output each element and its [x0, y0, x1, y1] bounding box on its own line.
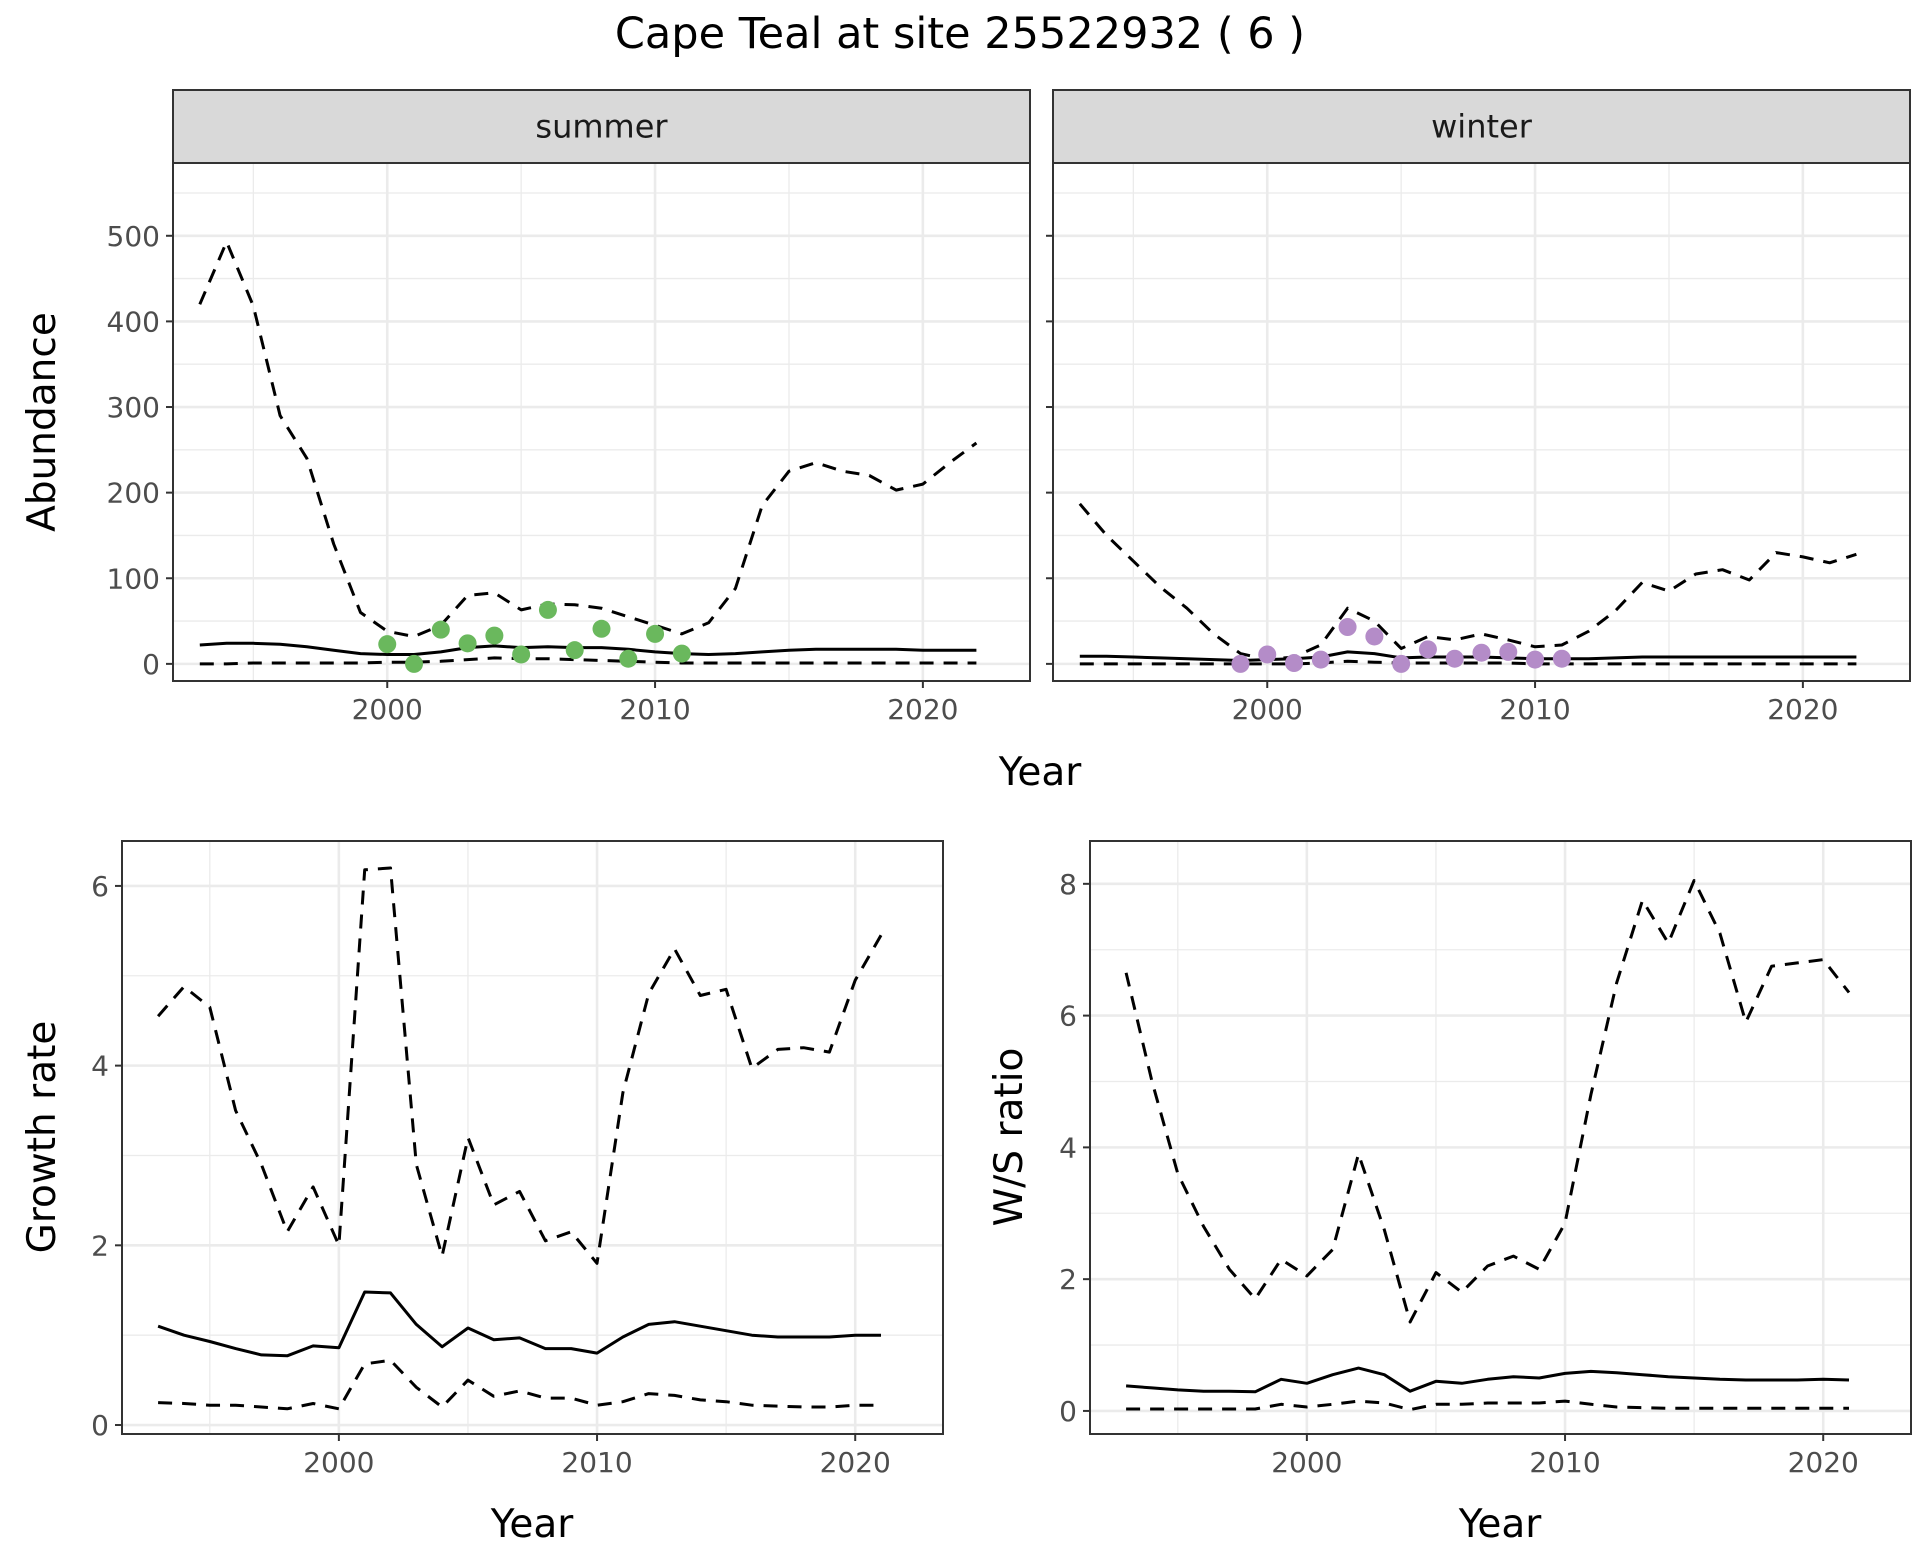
- growth-series-line-2-solid: [157, 1290, 881, 1358]
- summer-y-axis-title: Abundance: [20, 312, 65, 532]
- winter-facet-label: winter: [1431, 108, 1533, 146]
- growth-plot-area: [122, 841, 943, 1434]
- panel-summer-abundance: summer 2000 2010 2020 0 100 200 300 400 500 Abunda…: [20, 89, 1031, 726]
- growth-y-tick-label: 0: [91, 1409, 109, 1442]
- growth-x-tick-label: 2000: [303, 1446, 374, 1479]
- ws_ratio-y-tick-label: 0: [1059, 1395, 1077, 1428]
- summer-y-tick-label: 300: [107, 391, 160, 424]
- growth-x-tick-label: 2020: [820, 1446, 891, 1479]
- ws_ratio-y-tick-label: 4: [1059, 1131, 1077, 1164]
- winter-facet-strip: [1052, 89, 1911, 164]
- winter-data-point: [1365, 627, 1384, 646]
- winter-data-point: [1526, 650, 1545, 669]
- summer-data-point: [485, 626, 504, 645]
- growth-x-tick-label: 2010: [561, 1446, 632, 1479]
- ws_ratio-x-tick-label: 2000: [1271, 1446, 1342, 1479]
- summer-data-point: [565, 641, 584, 660]
- growth-y-axis-title: Growth rate: [20, 1021, 65, 1254]
- growth-panel-border: [121, 840, 944, 1435]
- summer-y-tick-label: 200: [107, 477, 160, 510]
- summer-x-tick-label: 2020: [887, 693, 958, 726]
- winter-data-point: [1231, 654, 1250, 673]
- ws_ratio-series-line-3-dashed: [1126, 1399, 1849, 1412]
- summer-series-line-1-dashed: [198, 240, 978, 638]
- shared-x-axis-title: Year: [998, 750, 1083, 795]
- ws_ratio-y-axis-title: W/S ratio: [987, 1048, 1032, 1227]
- ws_ratio-panel-border: [1089, 840, 1912, 1435]
- growth-y-tick-label: 2: [91, 1229, 109, 1262]
- summer-data-point: [646, 624, 665, 643]
- summer-plot-area: [173, 163, 1030, 681]
- panel-ws-ratio: 2000 2010 2020 0 2 4 6 8 W/S ratio Year: [987, 840, 1912, 1547]
- winter-series-line-3-dashed: [1079, 659, 1857, 666]
- growth-y-tick-label: 4: [91, 1050, 109, 1083]
- summer-data-point: [672, 644, 691, 663]
- summer-data-point: [512, 645, 531, 664]
- ws_ratio-x-tick-label: 2010: [1529, 1446, 1600, 1479]
- ws_ratio-y-tick-label: 2: [1059, 1263, 1077, 1296]
- winter-x-tick-label: 2000: [1232, 693, 1303, 726]
- summer-data-point: [538, 600, 557, 619]
- summer-y-tick-label: 0: [142, 648, 160, 681]
- summer-facet-label: summer: [535, 108, 668, 146]
- growth-x-axis-title: Year: [490, 1502, 575, 1547]
- ws_ratio-series-line-2-solid: [1125, 1366, 1850, 1394]
- ws_ratio-series-line-1-dashed: [1124, 879, 1851, 1324]
- winter-data-point: [1499, 642, 1518, 661]
- growth-y-tick-label: 6: [91, 870, 109, 903]
- winter-data-point: [1418, 640, 1437, 659]
- summer-y-tick-label: 500: [107, 220, 160, 253]
- winter-data-point: [1445, 649, 1464, 668]
- winter-data-point: [1472, 643, 1491, 662]
- winter-data-point: [1338, 618, 1357, 637]
- winter-x-tick-label: 2020: [1767, 693, 1838, 726]
- ws_ratio-plot-area: [1090, 841, 1911, 1434]
- ws_ratio-x-tick-label: 2020: [1788, 1446, 1859, 1479]
- figure-title: Cape Teal at site 25522932 ( 6 ): [615, 9, 1305, 59]
- summer-data-point: [405, 654, 424, 673]
- winter-series-line-1-dashed: [1078, 502, 1857, 662]
- winter-plot-area: [1053, 163, 1910, 681]
- winter-data-point: [1311, 650, 1330, 669]
- summer-x-tick-label: 2010: [619, 693, 690, 726]
- summer-data-point: [431, 620, 450, 639]
- growth-series-line-3-dashed: [158, 1358, 881, 1411]
- panel-growth-rate: 2000 2010 2020 0 2 4 6 Growth rate Year: [20, 840, 944, 1547]
- winter-series-line-2-solid: [1079, 650, 1857, 662]
- summer-series-line-2-solid: [199, 641, 977, 656]
- winter-data-point: [1392, 654, 1411, 673]
- summer-series-line-3-dashed: [199, 656, 977, 666]
- summer-data-point: [378, 635, 397, 654]
- ws_ratio-x-axis-title: Year: [1458, 1502, 1543, 1547]
- winter-data-point: [1552, 649, 1571, 668]
- summer-y-tick-label: 400: [107, 305, 160, 338]
- winter-x-tick-label: 2010: [1499, 693, 1570, 726]
- summer-y-tick-label: 100: [107, 562, 160, 595]
- ws_ratio-y-tick-label: 6: [1059, 1000, 1077, 1033]
- winter-data-point: [1258, 645, 1277, 664]
- growth-series-line-1-dashed: [156, 866, 883, 1265]
- winter-data-point: [1285, 654, 1304, 673]
- summer-data-point: [592, 619, 611, 638]
- summer-data-point: [619, 649, 638, 668]
- summer-x-tick-label: 2000: [352, 693, 423, 726]
- summer-facet-strip: [172, 89, 1031, 164]
- panel-winter-abundance: winter 2000 2010 2020: [1046, 89, 1911, 726]
- summer-data-point: [458, 634, 477, 653]
- ws_ratio-y-tick-label: 8: [1059, 868, 1077, 901]
